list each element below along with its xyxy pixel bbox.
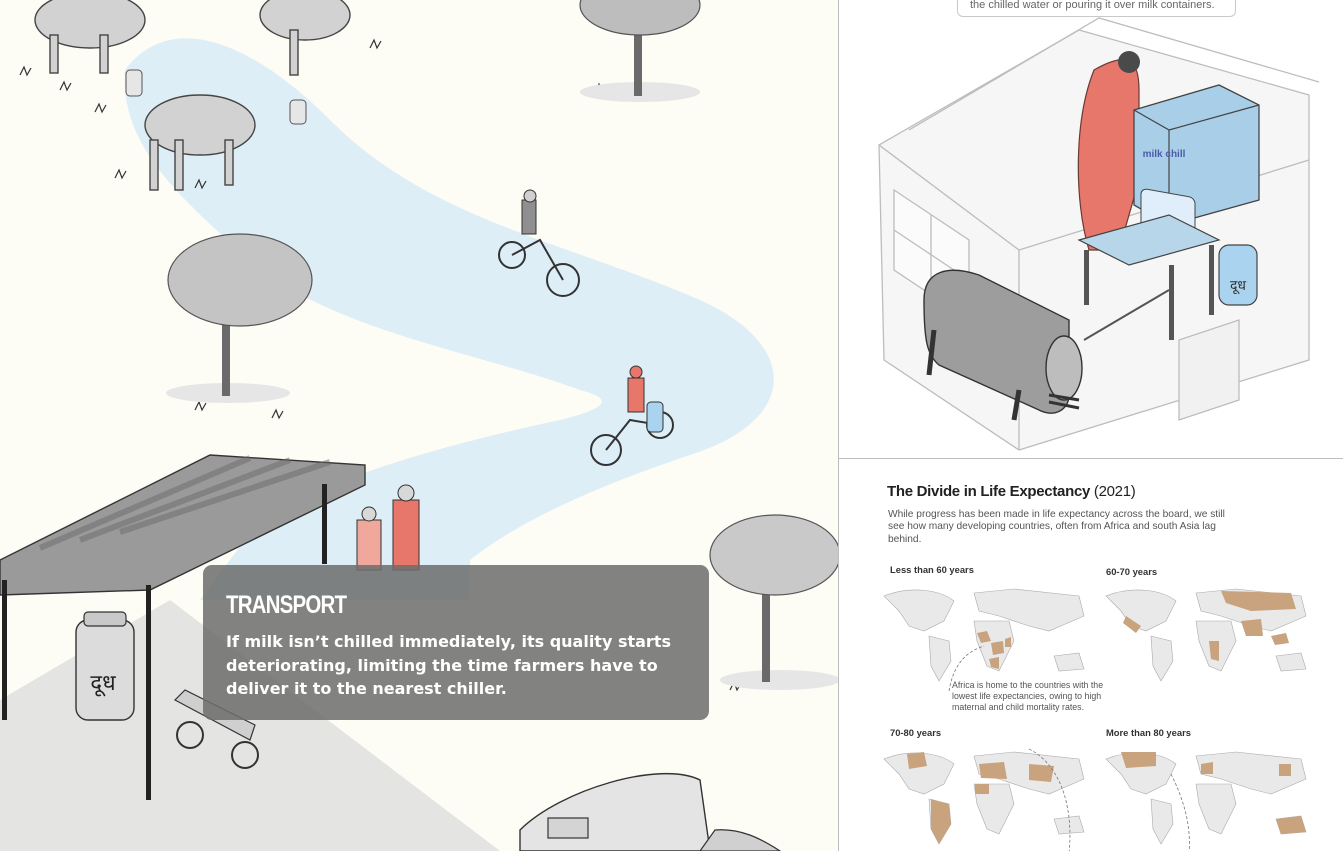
milk-chiller-unit: milk chill दूध [1077,84,1260,340]
walking-women [356,484,420,571]
world-map-60-70 [1105,588,1307,682]
village-scene: दूध [0,0,838,851]
world-map-over-80 [1105,751,1307,851]
tooltip-note: the chilled water or pouring it over mil… [957,0,1236,17]
can-label: दूध [1230,278,1246,295]
life-expectancy-description: While progress has been made in life exp… [888,509,1225,545]
cyclist-gray [498,189,580,297]
transport-caption-card: TRANSPORT If milk isn’t chilled immediat… [203,565,709,720]
map-label-under-60: Less than 60 years [890,564,974,575]
map-label-70-80: 70-80 years [890,727,942,738]
woman-illustration [1077,51,1140,251]
life-expectancy-title: The Divide in Life Expectancy (2021) [887,483,1136,500]
world-map-under-60 [883,588,1085,691]
tooltip-note-text: the chilled water or pouring it over mil… [970,0,1215,11]
chiller-scene: milk chill दूध [878,17,1320,451]
storage-tank-illustration [923,269,1170,421]
chiller-brand-label: milk chill [1143,149,1186,160]
caption-body: If milk isn’t chilled immediately, its q… [226,632,671,698]
map-label-over-80: More than 80 years [1106,727,1191,738]
cyclist-red [590,365,674,466]
cow-illustration [34,0,351,191]
milk-can-label: दूध [90,671,116,697]
title-year: (2021) [1093,483,1136,500]
africa-annotation: Africa is home to the countries with the… [952,680,1104,712]
cooling-tank-illustration [519,772,782,851]
delivery-path [124,38,774,601]
map-label-60-70: 60-70 years [1106,566,1158,577]
caption-title: TRANSPORT [226,591,347,619]
chiller-illustration-panel: the chilled water or pouring it over mil… [839,0,1343,459]
life-expectancy-panel: The Divide in Life Expectancy (2021) Whi… [839,459,1343,851]
tree-illustration [166,0,838,690]
milk-can-group [125,69,307,125]
transport-illustration-panel: दूध TRANSPORT If milk isn’t chilled imme… [0,0,839,851]
world-map-70-80 [883,748,1085,851]
shed-illustration: दूध [0,454,366,800]
title-main: The Divide in Life Expectancy [887,483,1091,500]
